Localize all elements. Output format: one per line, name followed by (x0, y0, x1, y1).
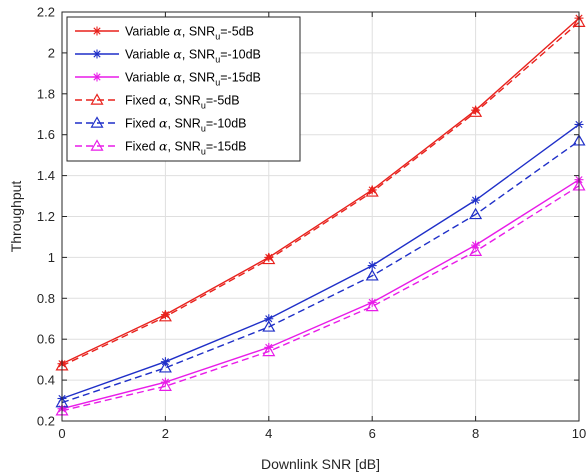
legend-label: Fixed α, SNRu=-10dB (125, 116, 247, 134)
y-tick-label: 1.2 (37, 209, 55, 224)
legend-swatch-marker (90, 116, 104, 128)
legend-swatch-marker (92, 49, 102, 59)
legend-item[interactable]: Fixed α, SNRu=-15dB (75, 139, 247, 157)
data-point (365, 299, 379, 312)
data-point (469, 244, 483, 256)
data-point (262, 344, 276, 357)
series-line (61, 21, 580, 367)
y-tick-label: 0.4 (37, 373, 55, 388)
y-tick-label: 0.8 (37, 291, 55, 306)
x-tick-label: 8 (472, 426, 479, 441)
legend-box (66, 16, 301, 162)
data-point (365, 269, 379, 281)
y-tick-label: 1.4 (37, 168, 55, 183)
series-line (61, 140, 580, 404)
y-axis-label: Throughput (8, 181, 24, 253)
series-line (61, 179, 580, 410)
legend-label: Variable α, SNRu=-5dB (125, 24, 254, 42)
legend-swatch-marker (92, 72, 102, 82)
y-tick-label: 1.6 (37, 127, 55, 142)
data-point (469, 207, 483, 220)
series-layer (55, 13, 586, 416)
y-tick-label: 0.2 (37, 414, 55, 429)
legend-item[interactable]: Fixed α, SNRu=-10dB (75, 116, 247, 134)
legend-label: Variable α, SNRu=-15dB (125, 70, 261, 88)
data-point (262, 252, 276, 265)
data-point (158, 379, 172, 391)
data-point (158, 309, 172, 322)
series-line (61, 17, 580, 365)
y-tick-label: 1 (48, 250, 55, 265)
data-point (365, 185, 379, 197)
series-line (61, 123, 580, 400)
legend-item[interactable]: Fixed α, SNRu=-5dB (75, 93, 240, 111)
data-point (158, 361, 172, 373)
legend-swatch-marker (90, 93, 104, 105)
data-point (367, 261, 377, 271)
x-tick-label: 6 (369, 426, 376, 441)
series-5 (55, 134, 586, 408)
legend-item[interactable]: Variable α, SNRu=-5dB (75, 24, 254, 42)
series-2 (57, 119, 584, 404)
legend-swatch-marker (90, 139, 104, 151)
legend-swatch-marker (92, 26, 102, 36)
legend-item[interactable]: Variable α, SNRu=-10dB (75, 47, 261, 65)
legend-item[interactable]: Variable α, SNRu=-15dB (75, 70, 261, 88)
y-tick-label: 1.8 (37, 86, 55, 101)
x-axis-label: Downlink SNR [dB] (261, 456, 380, 472)
x-tick-label: 0 (58, 426, 65, 441)
axis-ticks: 0 2 4 6 8 10 0.2 0.4 0.6 0.8 1 1.2 1.4 1.6 1.8 2 2.2 (37, 5, 586, 442)
series-6 (55, 179, 586, 416)
data-point (262, 320, 276, 332)
y-tick-label: 0.6 (37, 332, 55, 347)
legend-label: Fixed α, SNRu=-5dB (125, 93, 240, 111)
data-point (264, 314, 274, 324)
x-tick-label: 2 (162, 426, 169, 441)
legend[interactable]: Variable α, SNRu=-5dB Variable α, SNRu=-1… (66, 16, 301, 162)
legend-label: Variable α, SNRu=-10dB (125, 47, 261, 65)
data-point (160, 310, 170, 320)
x-tick-label: 10 (572, 426, 586, 441)
series-line (61, 185, 580, 412)
data-point (471, 195, 481, 205)
y-tick-label: 2.2 (37, 5, 55, 20)
y-tick-label: 2 (48, 45, 55, 60)
data-point (469, 105, 483, 117)
x-tick-label: 4 (265, 426, 272, 441)
legend-label: Fixed α, SNRu=-15dB (125, 139, 247, 157)
